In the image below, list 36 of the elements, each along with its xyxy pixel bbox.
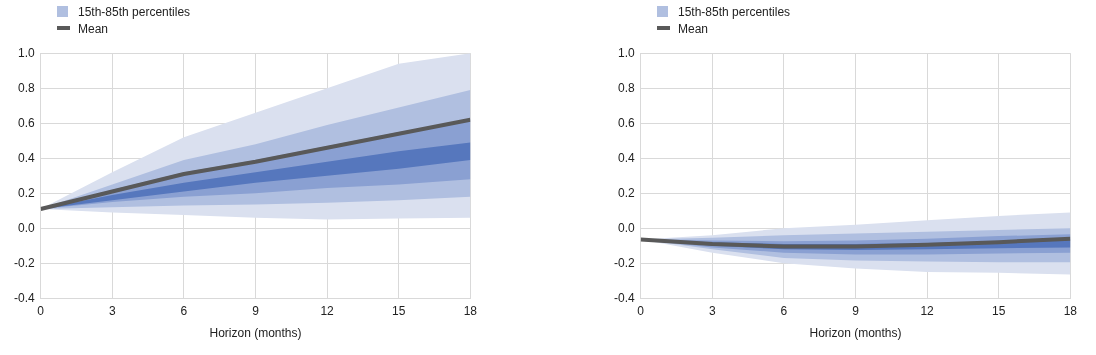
- x-tick-label: 3: [708, 303, 716, 318]
- x-tick-label: 18: [463, 303, 478, 318]
- legend-label: 15th-85th percentiles: [678, 5, 791, 19]
- x-tick-label: 9: [852, 303, 860, 318]
- x-tick-label: 12: [320, 303, 335, 318]
- x-axis-title: Horizon (months): [209, 326, 302, 341]
- y-tick-label: -0.4: [13, 290, 35, 305]
- y-tick-label: -0.4: [613, 290, 635, 305]
- legend-label: Mean: [678, 22, 709, 36]
- x-tick-label: 0: [37, 303, 45, 318]
- x-tick-label: 18: [1063, 303, 1078, 318]
- y-tick-label: 0.0: [17, 220, 35, 235]
- x-tick-label: 6: [180, 303, 188, 318]
- x-axis-title: Horizon (months): [809, 326, 902, 341]
- y-tick-label: 0.8: [17, 80, 35, 95]
- legend-label: Mean: [78, 22, 109, 36]
- y-tick-label: 0.6: [617, 115, 635, 130]
- x-tick-label: 15: [392, 303, 406, 318]
- y-tick-label: -0.2: [13, 255, 35, 270]
- y-tick-label: 0.4: [617, 150, 635, 165]
- y-tick-label: 0.2: [617, 185, 635, 200]
- x-tick-label: 9: [252, 303, 260, 318]
- y-tick-label: 0.8: [617, 80, 635, 95]
- legend-label: 15th-85th percentiles: [78, 5, 191, 19]
- y-tick-label: 0.4: [17, 150, 35, 165]
- x-tick-label: 15: [992, 303, 1006, 318]
- y-tick-label: 0.0: [617, 220, 635, 235]
- x-tick-label: 12: [920, 303, 935, 318]
- y-tick-label: -0.2: [613, 255, 635, 270]
- x-tick-label: 0: [637, 303, 645, 318]
- y-tick-label: 1.0: [17, 45, 35, 60]
- x-tick-label: 3: [108, 303, 116, 318]
- y-tick-label: 1.0: [617, 45, 635, 60]
- y-tick-label: 0.2: [17, 185, 35, 200]
- y-tick-label: 0.6: [17, 115, 35, 130]
- x-tick-label: 6: [780, 303, 788, 318]
